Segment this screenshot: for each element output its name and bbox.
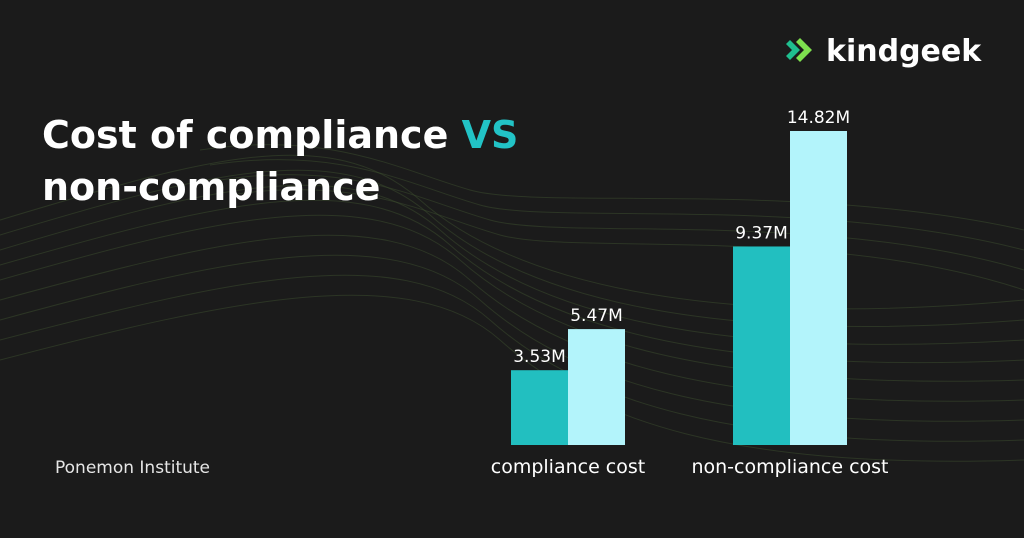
bar <box>790 131 847 445</box>
source: Ponemon Institute <box>55 458 210 478</box>
value-label: 14.82M <box>787 108 850 128</box>
chart-title: Cost of compliance VS <box>42 113 518 157</box>
logo-text: kindgeek <box>826 34 982 69</box>
title-highlight: VS <box>462 113 519 157</box>
value-label: 3.53M <box>513 347 566 367</box>
x-tick-label: compliance cost <box>491 456 645 478</box>
value-label: 9.37M <box>735 223 788 243</box>
title-part: Cost of compliance <box>42 113 448 157</box>
bar <box>733 246 790 445</box>
logo: kindgeek <box>786 34 982 69</box>
x-tick-label: non-compliance cost <box>691 456 888 478</box>
chart-title-line2: non-compliance <box>42 165 380 209</box>
bar <box>511 370 568 445</box>
value-label: 5.47M <box>570 306 623 326</box>
bar <box>568 329 625 445</box>
